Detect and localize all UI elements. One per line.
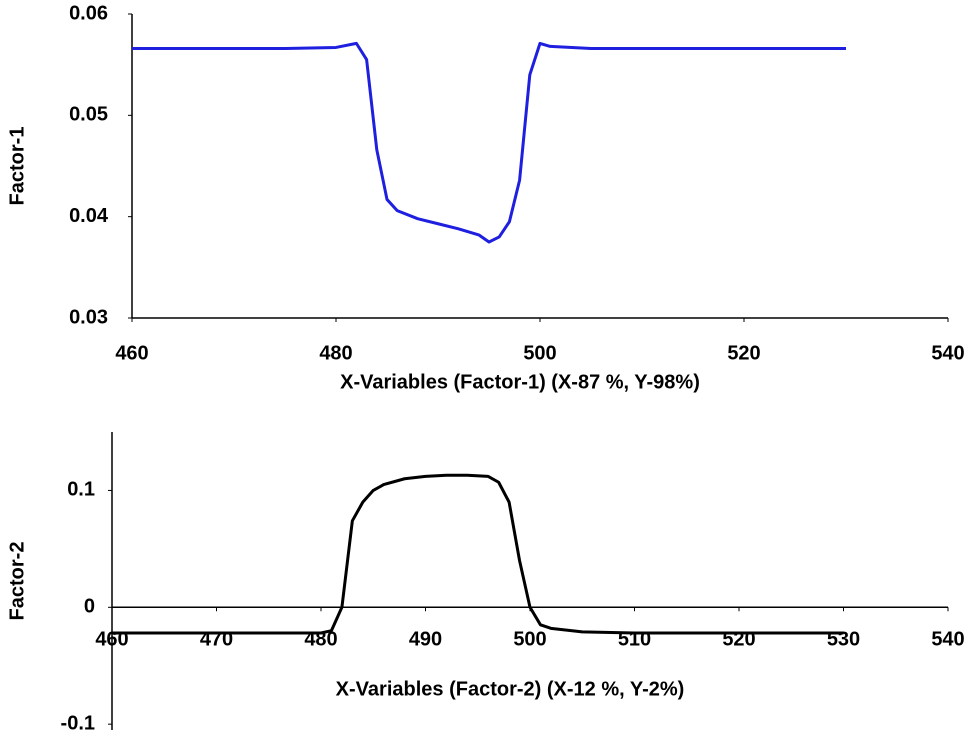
y-tick-label: 0.04 <box>69 205 109 227</box>
x-axis-label: X-Variables (Factor-2) (X-12 %, Y-2%) <box>336 678 685 700</box>
x-tick-label: 490 <box>409 629 442 651</box>
x-axis-label: X-Variables (Factor-1) (X-87 %, Y-98%) <box>340 371 700 393</box>
x-tick-label: 540 <box>931 629 964 651</box>
y-tick-label: 0 <box>84 596 95 618</box>
y-axis-label: Factor-1 <box>6 127 28 206</box>
y-tick-label: 0.03 <box>69 306 108 328</box>
x-tick-label: 540 <box>931 342 964 364</box>
x-tick-label: 520 <box>727 342 760 364</box>
data-line <box>112 473 844 635</box>
y-tick-label: 0.05 <box>69 104 108 126</box>
x-tick-label: 500 <box>513 629 546 651</box>
x-tick-label: 500 <box>523 342 556 364</box>
x-tick-label: 480 <box>319 342 352 364</box>
y-tick-label: 0.06 <box>69 2 108 24</box>
y-tick-label: -0.1 <box>61 712 95 734</box>
y-axis-label: Factor-2 <box>6 542 28 621</box>
x-tick-label: 460 <box>115 342 148 364</box>
data-line <box>132 41 846 244</box>
y-tick-label: 0.1 <box>67 479 95 501</box>
